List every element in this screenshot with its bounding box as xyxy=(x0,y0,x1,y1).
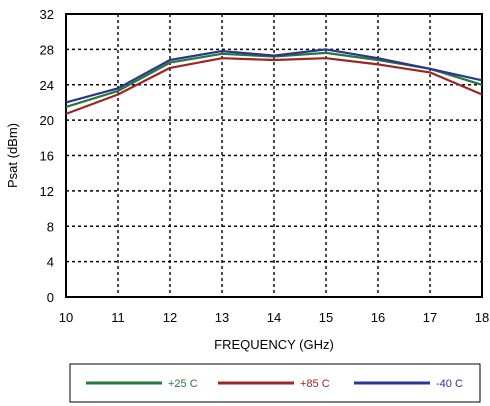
y-tick-label: 0 xyxy=(47,290,54,305)
legend-label: +25 C xyxy=(168,378,198,390)
y-tick-label: 8 xyxy=(47,219,54,234)
y-tick-label: 16 xyxy=(40,149,54,164)
plot-area xyxy=(65,13,483,298)
series-line-3 xyxy=(65,48,483,104)
y-tick-label: 24 xyxy=(40,78,54,93)
y-tick-labels: 0 4 8 12 16 20 24 28 32 xyxy=(40,7,54,305)
legend-label: +85 C xyxy=(300,378,330,390)
series-lines xyxy=(65,48,483,115)
legend-label: -40 C xyxy=(436,378,463,390)
y-tick-label: 32 xyxy=(40,7,54,22)
x-tick-label: 18 xyxy=(475,310,489,325)
x-tick-labels: 10 11 12 13 14 15 16 17 18 xyxy=(59,310,489,325)
grid-lines xyxy=(66,14,482,297)
y-tick-label: 20 xyxy=(40,113,54,128)
x-tick-label: 16 xyxy=(371,310,385,325)
x-tick-label: 17 xyxy=(423,310,437,325)
x-tick-label: 10 xyxy=(59,310,73,325)
x-tick-label: 11 xyxy=(111,310,125,325)
y-tick-label: 4 xyxy=(47,255,54,270)
legend-entries: +25 C +85 C -40 C xyxy=(86,378,463,390)
x-tick-label: 12 xyxy=(163,310,177,325)
x-tick-label: 14 xyxy=(267,310,281,325)
y-tick-label: 28 xyxy=(40,42,54,57)
y-axis-label: Psat (dBm) xyxy=(5,123,20,188)
series-line-2 xyxy=(65,57,483,115)
x-axis-label: FREQUENCY (GHz) xyxy=(214,337,334,352)
x-tick-label: 15 xyxy=(319,310,333,325)
x-tick-label: 13 xyxy=(215,310,229,325)
y-tick-label: 12 xyxy=(40,184,54,199)
